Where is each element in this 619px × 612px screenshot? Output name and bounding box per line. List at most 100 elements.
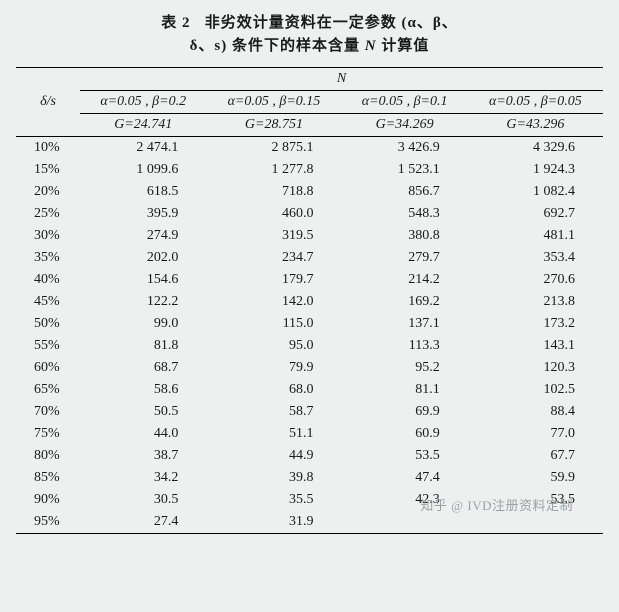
cell-value: 27.4 (80, 511, 206, 534)
cell-value: 68.0 (206, 379, 341, 401)
cell-value: 47.4 (342, 467, 468, 489)
col-G-3: G=43.296 (468, 114, 603, 137)
cell-value: 60.9 (342, 423, 468, 445)
row-ds: 40% (16, 269, 80, 291)
row-ds: 60% (16, 357, 80, 379)
col-ab-3: α=0.05 , β=0.05 (468, 91, 603, 114)
cell-value: 31.9 (206, 511, 341, 534)
table-row: 15%1 099.61 277.81 523.11 924.3 (16, 159, 603, 181)
cell-value: 34.2 (80, 467, 206, 489)
N-header: N (80, 68, 603, 91)
cell-value: 42.3 (342, 489, 468, 511)
cell-value (468, 511, 603, 534)
cell-value: 2 474.1 (80, 137, 206, 160)
cell-value: 69.9 (342, 401, 468, 423)
cell-value: 143.1 (468, 335, 603, 357)
cell-value: 51.1 (206, 423, 341, 445)
cell-value: 481.1 (468, 225, 603, 247)
title-line2: δ、s) 条件下的样本含量 (190, 38, 360, 54)
row-ds: 30% (16, 225, 80, 247)
row-ds: 10% (16, 137, 80, 160)
cell-value: 353.4 (468, 247, 603, 269)
cell-value: 44.9 (206, 445, 341, 467)
cell-value: 113.3 (342, 335, 468, 357)
cell-value: 142.0 (206, 291, 341, 313)
table-row: 60%68.779.995.2120.3 (16, 357, 603, 379)
table-row: 45%122.2142.0169.2213.8 (16, 291, 603, 313)
cell-value: 395.9 (80, 203, 206, 225)
row-ds: 80% (16, 445, 80, 467)
cell-value: 154.6 (80, 269, 206, 291)
cell-value: 81.1 (342, 379, 468, 401)
cell-value: 179.7 (206, 269, 341, 291)
cell-value: 137.1 (342, 313, 468, 335)
cell-value: 95.0 (206, 335, 341, 357)
col-G-1: G=28.751 (206, 114, 341, 137)
table-caption: 表 2 非劣效计量资料在一定参数 (α、β、 δ、s) 条件下的样本含量 N 计… (16, 12, 603, 57)
table-row: 55%81.895.0113.3143.1 (16, 335, 603, 357)
cell-value: 120.3 (468, 357, 603, 379)
cell-value: 95.2 (342, 357, 468, 379)
row-header: δ/s (16, 68, 80, 137)
row-ds: 25% (16, 203, 80, 225)
row-ds: 20% (16, 181, 80, 203)
cell-value: 202.0 (80, 247, 206, 269)
cell-value: 58.6 (80, 379, 206, 401)
cell-value: 460.0 (206, 203, 341, 225)
table-row: 85%34.239.847.459.9 (16, 467, 603, 489)
cell-value: 1 277.8 (206, 159, 341, 181)
cell-value: 102.5 (468, 379, 603, 401)
table-row: 10%2 474.12 875.13 426.94 329.6 (16, 137, 603, 160)
row-ds: 75% (16, 423, 80, 445)
cell-value: 3 426.9 (342, 137, 468, 160)
cell-value: 88.4 (468, 401, 603, 423)
cell-value: 38.7 (80, 445, 206, 467)
cell-value: 274.9 (80, 225, 206, 247)
cell-value: 53.5 (468, 489, 603, 511)
title-line1: 非劣效计量资料在一定参数 (α、β、 (205, 15, 458, 31)
cell-value: 213.8 (468, 291, 603, 313)
table-row: 35%202.0234.7279.7353.4 (16, 247, 603, 269)
title-N: N (365, 38, 377, 54)
col-ab-1: α=0.05 , β=0.15 (206, 91, 341, 114)
cell-value: 718.8 (206, 181, 341, 203)
cell-value: 4 329.6 (468, 137, 603, 160)
cell-value: 1 082.4 (468, 181, 603, 203)
cell-value: 115.0 (206, 313, 341, 335)
table-row: 80%38.744.953.567.7 (16, 445, 603, 467)
cell-value: 67.7 (468, 445, 603, 467)
row-ds: 65% (16, 379, 80, 401)
cell-value: 44.0 (80, 423, 206, 445)
row-ds: 70% (16, 401, 80, 423)
cell-value: 58.7 (206, 401, 341, 423)
cell-value: 1 924.3 (468, 159, 603, 181)
sample-size-table: δ/s N α=0.05 , β=0.2 α=0.05 , β=0.15 α=0… (16, 67, 603, 534)
cell-value: 380.8 (342, 225, 468, 247)
table-row: 50%99.0115.0137.1173.2 (16, 313, 603, 335)
cell-value: 692.7 (468, 203, 603, 225)
cell-value: 2 875.1 (206, 137, 341, 160)
row-ds: 35% (16, 247, 80, 269)
cell-value (342, 511, 468, 534)
table-row: 25%395.9460.0548.3692.7 (16, 203, 603, 225)
table-row: 75%44.051.160.977.0 (16, 423, 603, 445)
cell-value: 319.5 (206, 225, 341, 247)
row-ds: 85% (16, 467, 80, 489)
table-row: 40%154.6179.7214.2270.6 (16, 269, 603, 291)
col-ab-0: α=0.05 , β=0.2 (80, 91, 206, 114)
cell-value: 99.0 (80, 313, 206, 335)
title-tail: 计算值 (381, 38, 429, 54)
cell-value: 618.5 (80, 181, 206, 203)
cell-value: 548.3 (342, 203, 468, 225)
cell-value: 214.2 (342, 269, 468, 291)
cell-value: 1 099.6 (80, 159, 206, 181)
cell-value: 270.6 (468, 269, 603, 291)
cell-value: 173.2 (468, 313, 603, 335)
table-row: 90%30.535.542.353.5 (16, 489, 603, 511)
cell-value: 234.7 (206, 247, 341, 269)
cell-value: 77.0 (468, 423, 603, 445)
cell-value: 59.9 (468, 467, 603, 489)
cell-value: 35.5 (206, 489, 341, 511)
col-G-2: G=34.269 (342, 114, 468, 137)
row-ds: 50% (16, 313, 80, 335)
